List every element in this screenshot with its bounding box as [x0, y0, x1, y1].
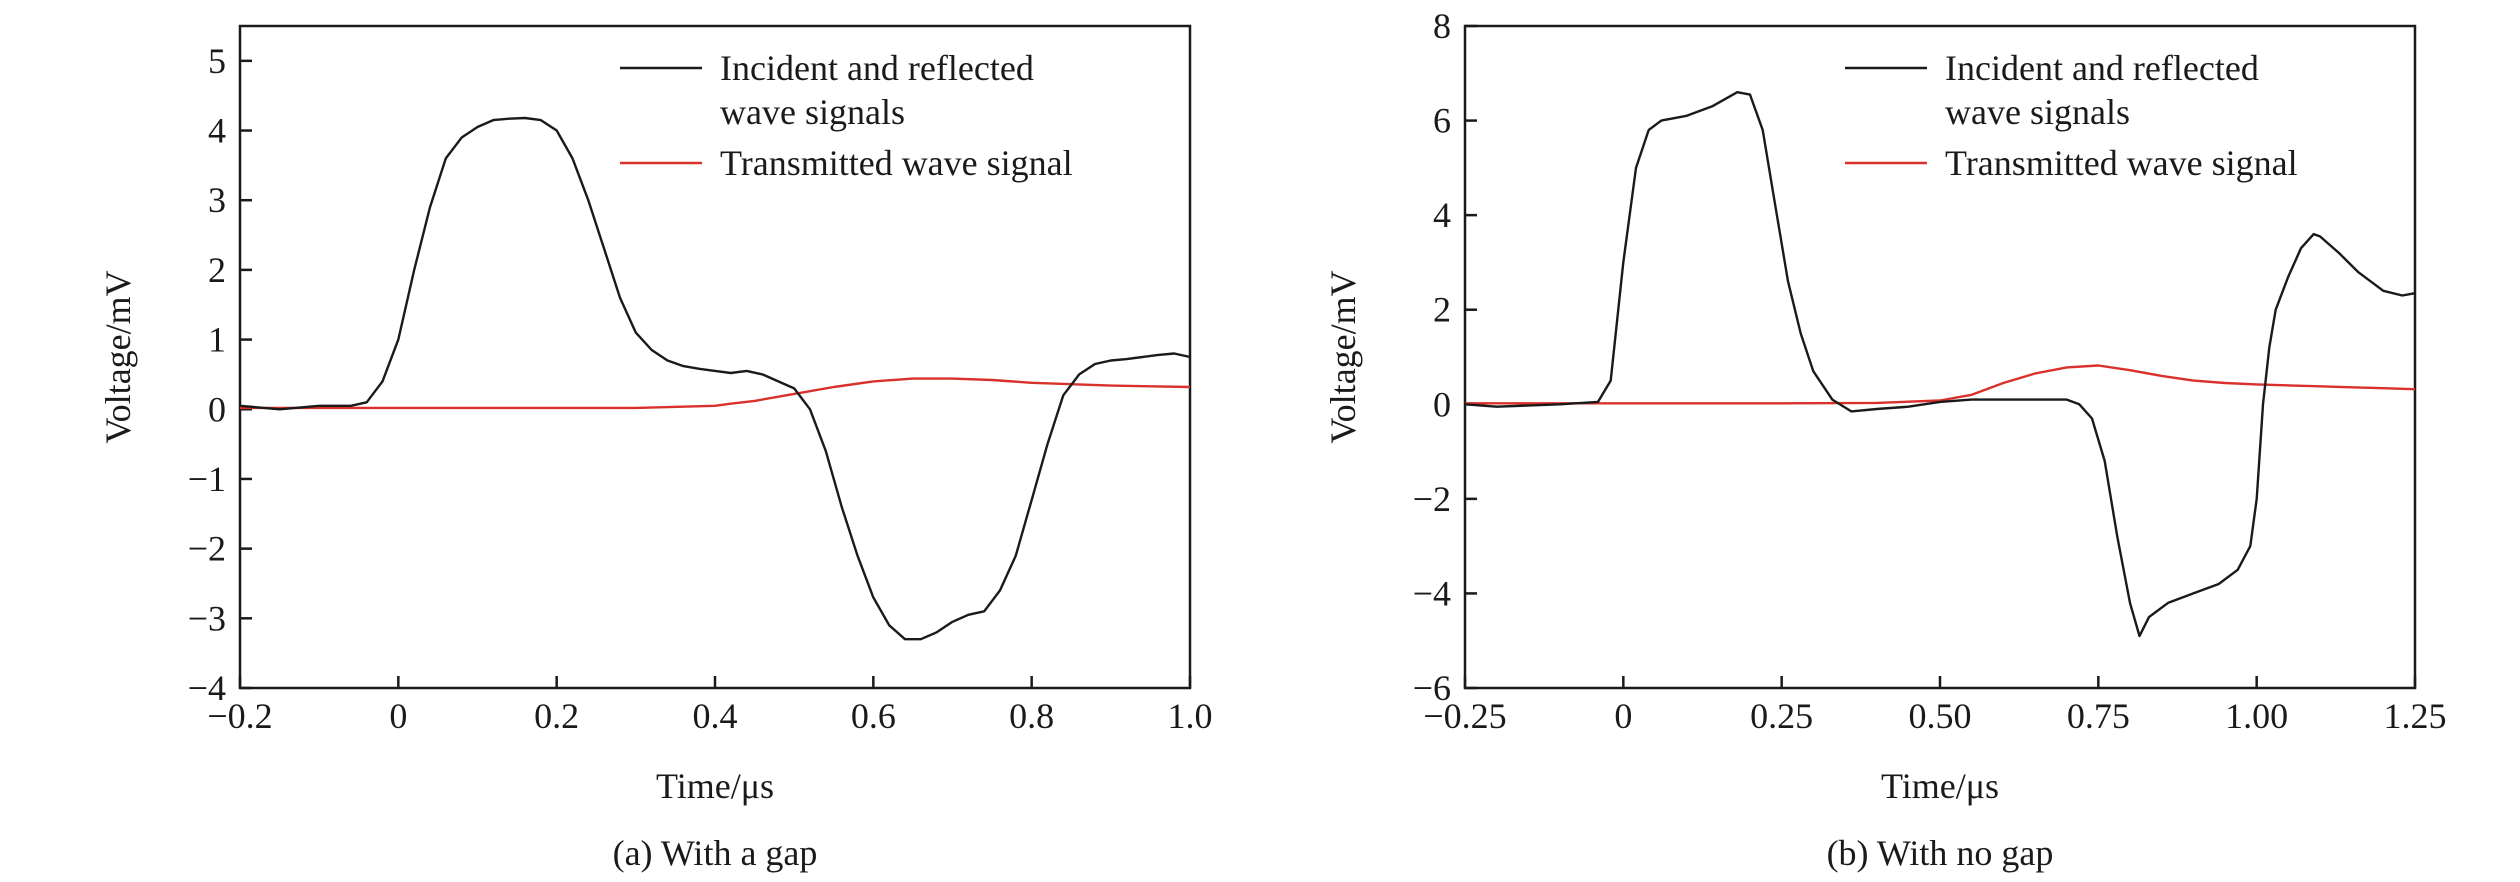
series-line-incident-reflected: [239, 116, 1191, 641]
legend-label: Transmitted wave signal: [720, 143, 1073, 183]
x-tick-label: 0.25: [1750, 696, 1813, 736]
legend-label: Incident and reflected: [1945, 48, 2259, 88]
series-line-incident-reflected: [1464, 90, 2416, 638]
x-tick-label: 0.4: [693, 696, 738, 736]
y-tick-label: 0: [1433, 384, 1451, 424]
legend-item: Transmitted wave signal: [620, 143, 1073, 183]
x-tick-label: 0.2: [534, 696, 579, 736]
y-tick-label: 4: [1433, 195, 1451, 235]
y-axis-label: Voltage/mV: [98, 270, 138, 443]
y-tick-label: −4: [188, 668, 226, 708]
chart-panel-b: −6 −4 −2 0 2 4 6 8 −0.25 0 0.25 0.50 0.75 1.00 1.25 I…: [1323, 6, 2447, 873]
x-tick-label: 1.0: [1168, 696, 1213, 736]
y-tick-label: 2: [1433, 290, 1451, 330]
x-tick-label: 1.25: [2384, 696, 2447, 736]
y-tick-label: 1: [208, 320, 226, 360]
x-tick-label: 1.00: [2225, 696, 2288, 736]
series-layer: [1464, 90, 2416, 638]
y-tick-label: −2: [188, 529, 226, 569]
y-tick-label: 5: [208, 41, 226, 81]
y-tick-label: −2: [1413, 479, 1451, 519]
series-layer: [239, 116, 1191, 641]
x-tick-label: −0.25: [1423, 696, 1506, 736]
x-axis-label: Time/μs: [656, 766, 774, 806]
legend-label: wave signals: [720, 92, 905, 132]
chart-caption: (a) With a gap: [613, 833, 818, 873]
chart-panel-a: −4 −3 −2 −1 0 1 2 3 4 5 −0.2 0 0.2 0.4 0.6 0.8 1.0 Inci…: [98, 24, 1213, 873]
y-tick-label: −4: [1413, 573, 1451, 613]
legend-label: wave signals: [1945, 92, 2130, 132]
y-tick-label: 2: [208, 250, 226, 290]
y-tick-label: 6: [1433, 101, 1451, 141]
y-axis: −4 −3 −2 −1 0 1 2 3 4 5: [188, 41, 252, 708]
y-tick-label: 3: [208, 180, 226, 220]
x-tick-label: −0.2: [207, 696, 272, 736]
x-axis: −0.2 0 0.2 0.4 0.6 0.8 1.0: [207, 676, 1213, 736]
legend-label: Incident and reflected: [720, 48, 1034, 88]
y-tick-label: −1: [188, 459, 226, 499]
x-tick-label: 0.75: [2067, 696, 2130, 736]
y-axis: −6 −4 −2 0 2 4 6 8: [1413, 6, 1477, 708]
x-tick-label: 0: [1614, 696, 1632, 736]
x-tick-label: 0.6: [851, 696, 896, 736]
y-tick-label: −3: [188, 598, 226, 638]
plot-frame: [1463, 24, 2417, 690]
x-tick-label: 0.50: [1909, 696, 1972, 736]
series-line-transmitted: [1465, 364, 2416, 405]
legend-item: Transmitted wave signal: [1845, 143, 2298, 183]
legend-label: Transmitted wave signal: [1945, 143, 2298, 183]
y-tick-label: 0: [208, 389, 226, 429]
x-tick-label: 0: [389, 696, 407, 736]
y-axis-label: Voltage/mV: [1323, 270, 1363, 443]
x-tick-label: 0.8: [1009, 696, 1054, 736]
plot-frame: [238, 24, 1192, 690]
series-line-transmitted: [240, 377, 1191, 410]
y-tick-label: 4: [208, 111, 226, 151]
x-axis-label: Time/μs: [1881, 766, 1999, 806]
y-tick-label: 8: [1433, 6, 1451, 46]
chart-caption: (b) With no gap: [1827, 833, 2054, 873]
x-axis: −0.25 0 0.25 0.50 0.75 1.00 1.25: [1423, 676, 2447, 736]
y-tick-label: −6: [1413, 668, 1451, 708]
